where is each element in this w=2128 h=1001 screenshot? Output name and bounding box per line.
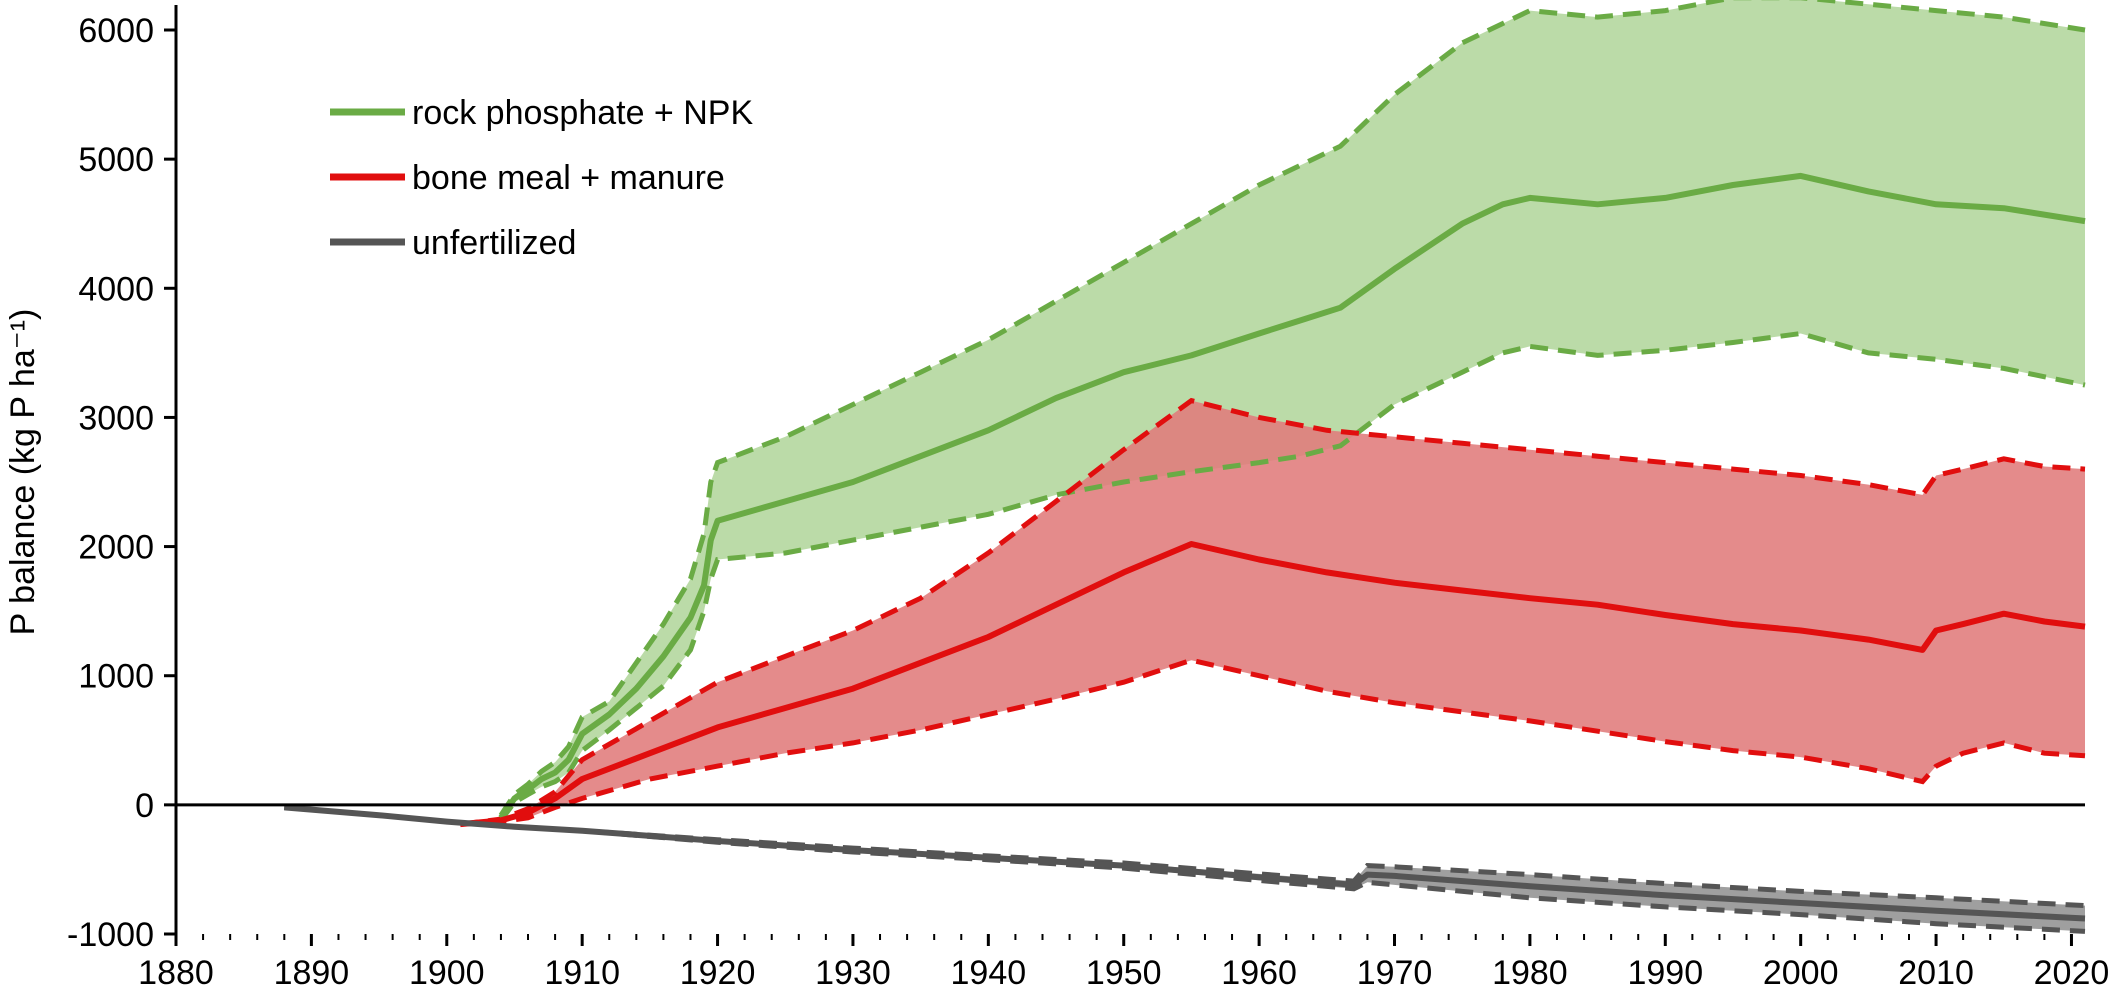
x-tick-label: 1980 <box>1492 954 1568 992</box>
x-tick-label: 1940 <box>951 954 1027 992</box>
legend-label-bone-meal-manure: bone meal + manure <box>412 159 725 197</box>
unfertilized-upper-line <box>284 804 2086 909</box>
x-tick-label: 1930 <box>815 954 891 992</box>
y-tick-label: 1000 <box>78 658 154 696</box>
axes: -1000 0 1000 2000 3000 4000 5000 6000 1880 1890 19… <box>67 5 2109 992</box>
legend-label-rock-phosphate-npk: rock phosphate + NPK <box>412 94 753 132</box>
x-tick-label: 2020 <box>2034 954 2110 992</box>
y-tick-label: 4000 <box>78 270 154 308</box>
x-tick-label: 1950 <box>1086 954 1162 992</box>
x-tick-label: 2010 <box>1898 954 1974 992</box>
x-tick-label: 1890 <box>274 954 350 992</box>
x-tick-label: 2000 <box>1763 954 1839 992</box>
bone-meal-manure-upper-line <box>459 397 2086 827</box>
legend-label-unfertilized: unfertilized <box>412 224 576 262</box>
x-tick-label: 1910 <box>544 954 620 992</box>
rock-phosphate-npk-band <box>500 0 2085 821</box>
y-tick-label: 6000 <box>78 12 154 50</box>
legend: rock phosphate + NPK bone meal + manure un… <box>330 94 753 262</box>
bone-meal-manure-lower-line <box>460 657 2086 827</box>
rock-phosphate-npk-mean-line <box>498 172 2086 820</box>
x-tick-label: 1970 <box>1357 954 1433 992</box>
y-tick-label: -1000 <box>67 916 154 954</box>
x-tick-label: 1920 <box>680 954 756 992</box>
bone-meal-manure-band <box>460 400 2085 825</box>
y-axis-title: P balance (kg P ha⁻¹) <box>4 309 42 636</box>
unfertilized-mean-line <box>284 804 2086 922</box>
x-tick-label: 1960 <box>1221 954 1297 992</box>
rock-phosphate-npk-lower-line <box>498 330 2086 822</box>
x-tick-label: 1990 <box>1627 954 1703 992</box>
bone-meal-manure-mean-line <box>460 541 2086 828</box>
y-tick-label: 3000 <box>78 399 154 437</box>
y-tick-label: 2000 <box>78 529 154 567</box>
y-tick-label: 0 <box>135 787 154 825</box>
y-tick-label: 5000 <box>78 141 154 179</box>
x-tick-label: 1900 <box>409 954 485 992</box>
rock-phosphate-npk-upper-line <box>498 0 2086 817</box>
mean-lines <box>284 172 2086 922</box>
x-tick-label: 1880 <box>138 954 214 992</box>
